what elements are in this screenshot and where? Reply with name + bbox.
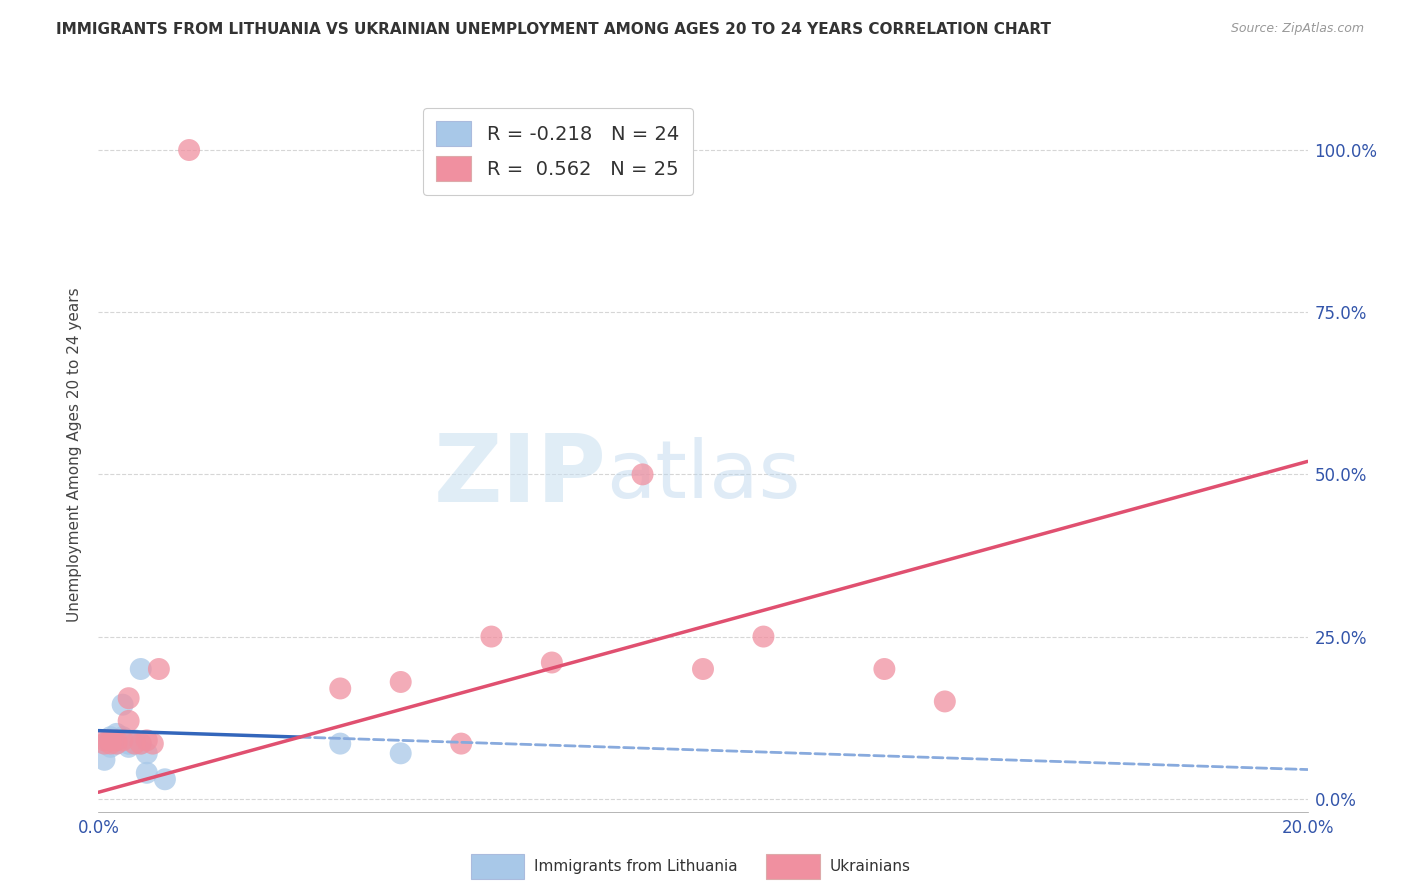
Point: [100, 739, 122, 754]
Point: [118, 737, 141, 751]
Point: [148, 662, 170, 676]
Point: [93, 733, 115, 747]
Point: [105, 733, 128, 747]
Point: [135, 765, 157, 780]
Point: [873, 662, 896, 676]
Text: Source: ZipAtlas.com: Source: ZipAtlas.com: [1230, 22, 1364, 36]
Point: [631, 467, 654, 482]
Point: [153, 772, 176, 787]
Point: [93, 753, 115, 767]
Point: [118, 714, 141, 728]
Point: [100, 733, 122, 747]
Text: IMMIGRANTS FROM LITHUANIA VS UKRAINIAN UNEMPLOYMENT AMONG AGES 20 TO 24 YEARS CO: IMMIGRANTS FROM LITHUANIA VS UKRAINIAN U…: [56, 22, 1052, 37]
Point: [179, 143, 201, 157]
Point: [329, 737, 352, 751]
Point: [100, 733, 122, 747]
Point: [540, 656, 562, 670]
Point: [124, 733, 146, 747]
Point: [389, 675, 412, 690]
Point: [481, 630, 503, 644]
Text: ZIP: ZIP: [433, 430, 606, 523]
Point: [93, 737, 115, 751]
Point: [111, 733, 134, 747]
Point: [934, 694, 956, 708]
Point: [118, 737, 141, 751]
Point: [93, 737, 115, 751]
Point: [450, 737, 472, 751]
Point: [105, 737, 128, 751]
Point: [142, 737, 165, 751]
Point: [129, 737, 152, 751]
Point: [389, 747, 412, 761]
Point: [105, 737, 128, 751]
Point: [111, 733, 134, 747]
Point: [100, 737, 122, 751]
Legend: R = -0.218   N = 24, R =  0.562   N = 25: R = -0.218 N = 24, R = 0.562 N = 25: [423, 108, 693, 194]
Text: Ukrainians: Ukrainians: [830, 859, 911, 873]
Y-axis label: Unemployment Among Ages 20 to 24 years: Unemployment Among Ages 20 to 24 years: [66, 287, 82, 623]
Text: atlas: atlas: [606, 437, 800, 516]
Point: [105, 727, 128, 741]
Point: [129, 737, 152, 751]
Point: [329, 681, 352, 696]
Point: [124, 737, 146, 751]
Point: [692, 662, 714, 676]
Point: [118, 691, 141, 706]
Text: Immigrants from Lithuania: Immigrants from Lithuania: [534, 859, 738, 873]
Point: [111, 730, 134, 744]
Point: [111, 698, 134, 712]
Point: [129, 662, 152, 676]
Point: [135, 733, 157, 747]
Point: [135, 747, 157, 761]
Point: [105, 733, 128, 747]
Point: [105, 733, 128, 747]
Point: [118, 739, 141, 754]
Point: [100, 730, 122, 744]
Point: [124, 737, 146, 751]
Point: [752, 630, 775, 644]
